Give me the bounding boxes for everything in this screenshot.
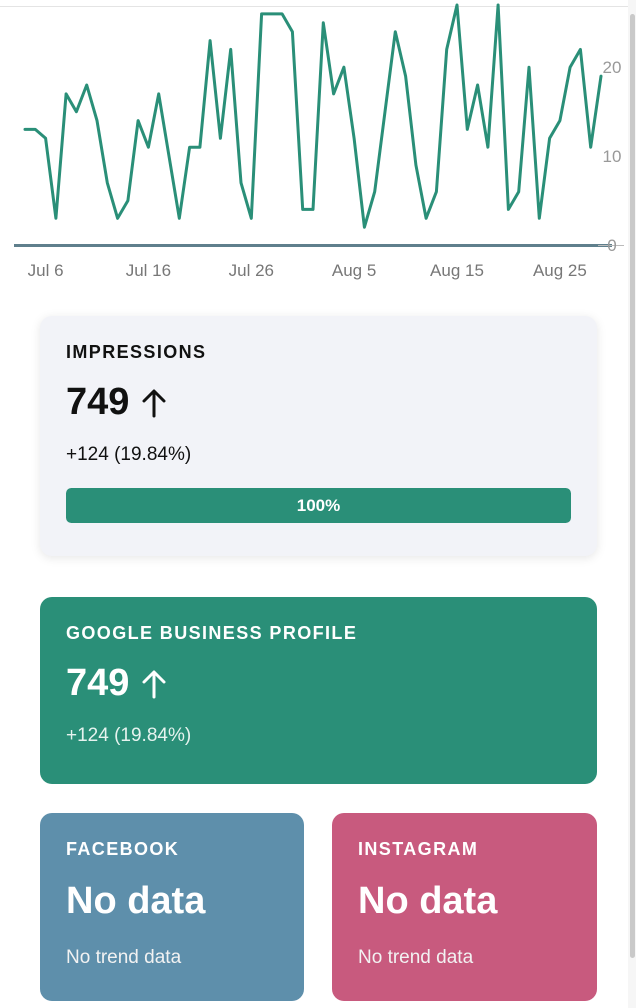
instagram-value: No data bbox=[358, 880, 498, 922]
gbp-delta: +124 (19.84%) bbox=[66, 725, 192, 746]
impressions-value-row: 749 bbox=[66, 381, 571, 424]
impressions-trend-chart: Jul 6 Jul 16 Jul 26 Aug 5 Aug 15 Aug 25 0 10 20 bbox=[0, 0, 628, 290]
scrollbar-thumb[interactable] bbox=[630, 14, 635, 958]
chart-svg: Jul 6 Jul 16 Jul 26 Aug 5 Aug 15 Aug 25 0 10 20 bbox=[14, 3, 624, 280]
impressions-delta: +124 (19.84%) bbox=[66, 444, 192, 465]
y-tick-label: 10 bbox=[603, 147, 622, 166]
impressions-value: 749 bbox=[66, 381, 130, 423]
arrow-up-icon bbox=[142, 670, 166, 698]
gbp-title: GOOGLE BUSINESS PROFILE bbox=[66, 623, 358, 643]
x-tick-label: Aug 15 bbox=[430, 261, 484, 280]
instagram-title: INSTAGRAM bbox=[358, 839, 479, 859]
x-tick-label: Aug 5 bbox=[332, 261, 376, 280]
facebook-title: FACEBOOK bbox=[66, 839, 180, 859]
x-tick-label: Aug 25 bbox=[533, 261, 587, 280]
impressions-progress-fill bbox=[66, 488, 571, 523]
arrow-up-icon bbox=[142, 389, 166, 417]
x-tick-label: Jul 16 bbox=[126, 261, 171, 280]
y-tick-label: 20 bbox=[603, 58, 622, 77]
gbp-value-row: 749 bbox=[66, 662, 571, 705]
scrollbar[interactable] bbox=[628, 0, 636, 1008]
impressions-card[interactable]: IMPRESSIONS 749 +124 (19.84%) 100% bbox=[40, 316, 597, 556]
x-tick-label: Jul 26 bbox=[229, 261, 274, 280]
y-tick-label: 0 bbox=[607, 236, 616, 255]
instagram-card[interactable]: INSTAGRAM No data No trend data bbox=[332, 813, 597, 1001]
facebook-card[interactable]: FACEBOOK No data No trend data bbox=[40, 813, 304, 1001]
top-divider bbox=[0, 6, 628, 7]
google-business-profile-card[interactable]: GOOGLE BUSINESS PROFILE 749 +124 (19.84%… bbox=[40, 597, 597, 784]
facebook-value: No data bbox=[66, 880, 206, 922]
impressions-progress-bar: 100% bbox=[66, 488, 571, 523]
facebook-trend-text: No trend data bbox=[66, 947, 182, 968]
gbp-value: 749 bbox=[66, 662, 130, 704]
impressions-progress-label: 100% bbox=[296, 495, 341, 515]
impressions-title: IMPRESSIONS bbox=[66, 342, 207, 362]
instagram-trend-text: No trend data bbox=[358, 947, 474, 968]
series-line bbox=[23, 3, 603, 229]
x-tick-label: Jul 6 bbox=[28, 261, 64, 280]
